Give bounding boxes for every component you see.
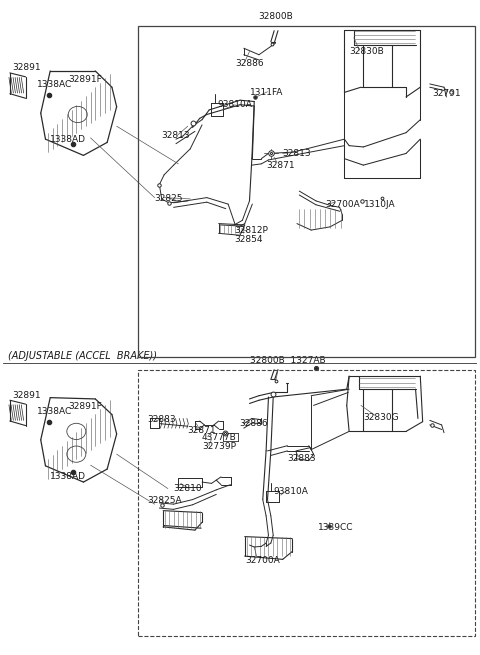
Bar: [138, 369, 475, 636]
Text: 32810: 32810: [174, 484, 202, 493]
Text: 32700A: 32700A: [325, 200, 360, 208]
Text: 1339CC: 1339CC: [318, 523, 354, 532]
Text: 32813: 32813: [162, 132, 191, 140]
Text: 1338AC: 1338AC: [37, 80, 72, 89]
Text: 43777B: 43777B: [201, 434, 236, 442]
Text: 1338AC: 1338AC: [37, 407, 72, 417]
Text: 32739P: 32739P: [202, 443, 236, 451]
Text: 32813: 32813: [283, 149, 312, 158]
Text: 32800B  1327AB: 32800B 1327AB: [250, 356, 325, 365]
Text: 1311FA: 1311FA: [250, 88, 283, 97]
Text: 32791: 32791: [432, 89, 461, 98]
Text: 32854: 32854: [234, 234, 263, 244]
Bar: [138, 26, 475, 357]
Text: 32825: 32825: [155, 195, 183, 204]
Text: 32825A: 32825A: [147, 496, 182, 505]
Text: 1338AD: 1338AD: [50, 135, 86, 143]
Text: 32830G: 32830G: [363, 413, 399, 422]
Text: 32883: 32883: [288, 454, 316, 463]
Text: 32883: 32883: [147, 415, 176, 424]
Text: 1338AD: 1338AD: [50, 472, 86, 481]
Text: 32830B: 32830B: [349, 47, 384, 56]
Text: 32886: 32886: [235, 60, 264, 68]
Text: 32700A: 32700A: [246, 555, 280, 565]
Text: 32891: 32891: [12, 391, 41, 400]
Text: 32891F: 32891F: [68, 75, 102, 84]
Text: 32871: 32871: [187, 426, 216, 435]
Text: 32812P: 32812P: [234, 225, 268, 234]
Text: (ADJUSTABLE (ACCEL  BRAKE)): (ADJUSTABLE (ACCEL BRAKE)): [8, 350, 156, 361]
Text: 93810A: 93810A: [273, 487, 308, 496]
Text: 32891F: 32891F: [68, 402, 102, 411]
Text: 32800B: 32800B: [258, 12, 293, 21]
Text: 32886: 32886: [239, 419, 268, 428]
Text: 1310JA: 1310JA: [364, 200, 396, 208]
Text: 93810A: 93810A: [217, 100, 252, 109]
Text: 32871: 32871: [266, 160, 295, 170]
Text: 32891: 32891: [12, 64, 41, 72]
